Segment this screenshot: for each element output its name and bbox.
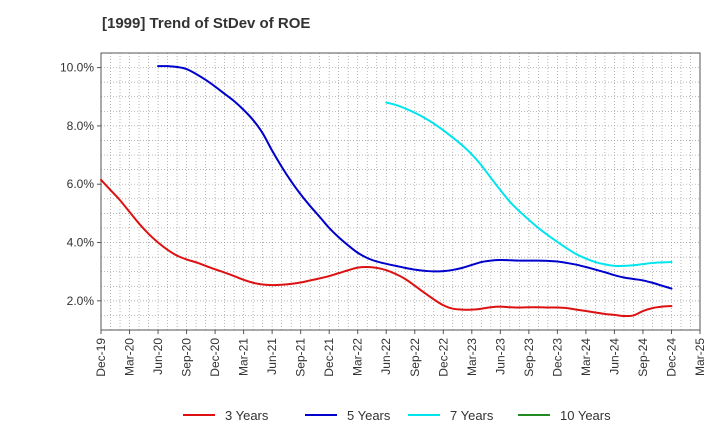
x-tick-label: Dec-20 — [208, 338, 222, 377]
x-tick-label: Dec-24 — [664, 338, 678, 377]
y-tick-label: 4.0% — [67, 236, 95, 250]
y-axis: 2.0% 4.0% 6.0% 8.0% 10.0% — [60, 61, 101, 308]
x-tick-label: Mar-20 — [123, 338, 137, 376]
x-axis: Dec-19 Mar-20 Jun-20 Sep-20 Dec-20 Mar-21 Jun-… — [94, 330, 707, 377]
x-tick-label: Dec-23 — [550, 338, 564, 377]
x-tick-label: Sep-21 — [294, 338, 308, 377]
series-line-5-years — [157, 65, 673, 290]
x-tick-label: Jun-23 — [493, 338, 507, 375]
x-tick-label: Sep-23 — [522, 338, 536, 377]
x-tick-label: Dec-21 — [322, 338, 336, 377]
y-tick-label: 2.0% — [67, 294, 95, 308]
x-tick-label: Jun-22 — [379, 338, 393, 375]
y-tick-label: 8.0% — [67, 119, 95, 133]
y-tick-label: 10.0% — [60, 61, 94, 75]
legend-label-10-years: 10 Years — [560, 408, 611, 423]
x-tick-label: Mar-24 — [579, 338, 593, 376]
x-tick-label: Sep-20 — [180, 338, 194, 377]
x-tick-label: Jun-24 — [607, 338, 621, 375]
x-tick-label: Jun-20 — [151, 338, 165, 375]
series-layer — [100, 65, 673, 318]
x-tick-label: Mar-25 — [693, 338, 707, 376]
series-line-7-years — [385, 101, 673, 267]
chart-title: [1999] Trend of StDev of ROE — [102, 15, 310, 32]
y-tick-label: 6.0% — [67, 177, 95, 191]
legend-label-7-years: 7 Years — [450, 408, 494, 423]
legend: 3 Years 5 Years 7 Years 10 Years — [183, 408, 611, 423]
x-tick-label: Dec-22 — [436, 338, 450, 377]
legend-label-5-years: 5 Years — [347, 408, 391, 423]
x-tick-label: Jun-21 — [265, 338, 279, 375]
x-tick-label: Mar-22 — [351, 338, 365, 376]
legend-label-3-years: 3 Years — [225, 408, 269, 423]
series-line-3-years — [100, 178, 673, 318]
x-tick-label: Dec-19 — [94, 338, 108, 377]
x-tick-label: Mar-23 — [465, 338, 479, 376]
x-tick-label: Sep-24 — [636, 338, 650, 377]
plot-area — [100, 52, 701, 331]
grid — [101, 53, 700, 330]
x-tick-label: Sep-22 — [408, 338, 422, 377]
x-tick-label: Mar-21 — [237, 338, 251, 376]
